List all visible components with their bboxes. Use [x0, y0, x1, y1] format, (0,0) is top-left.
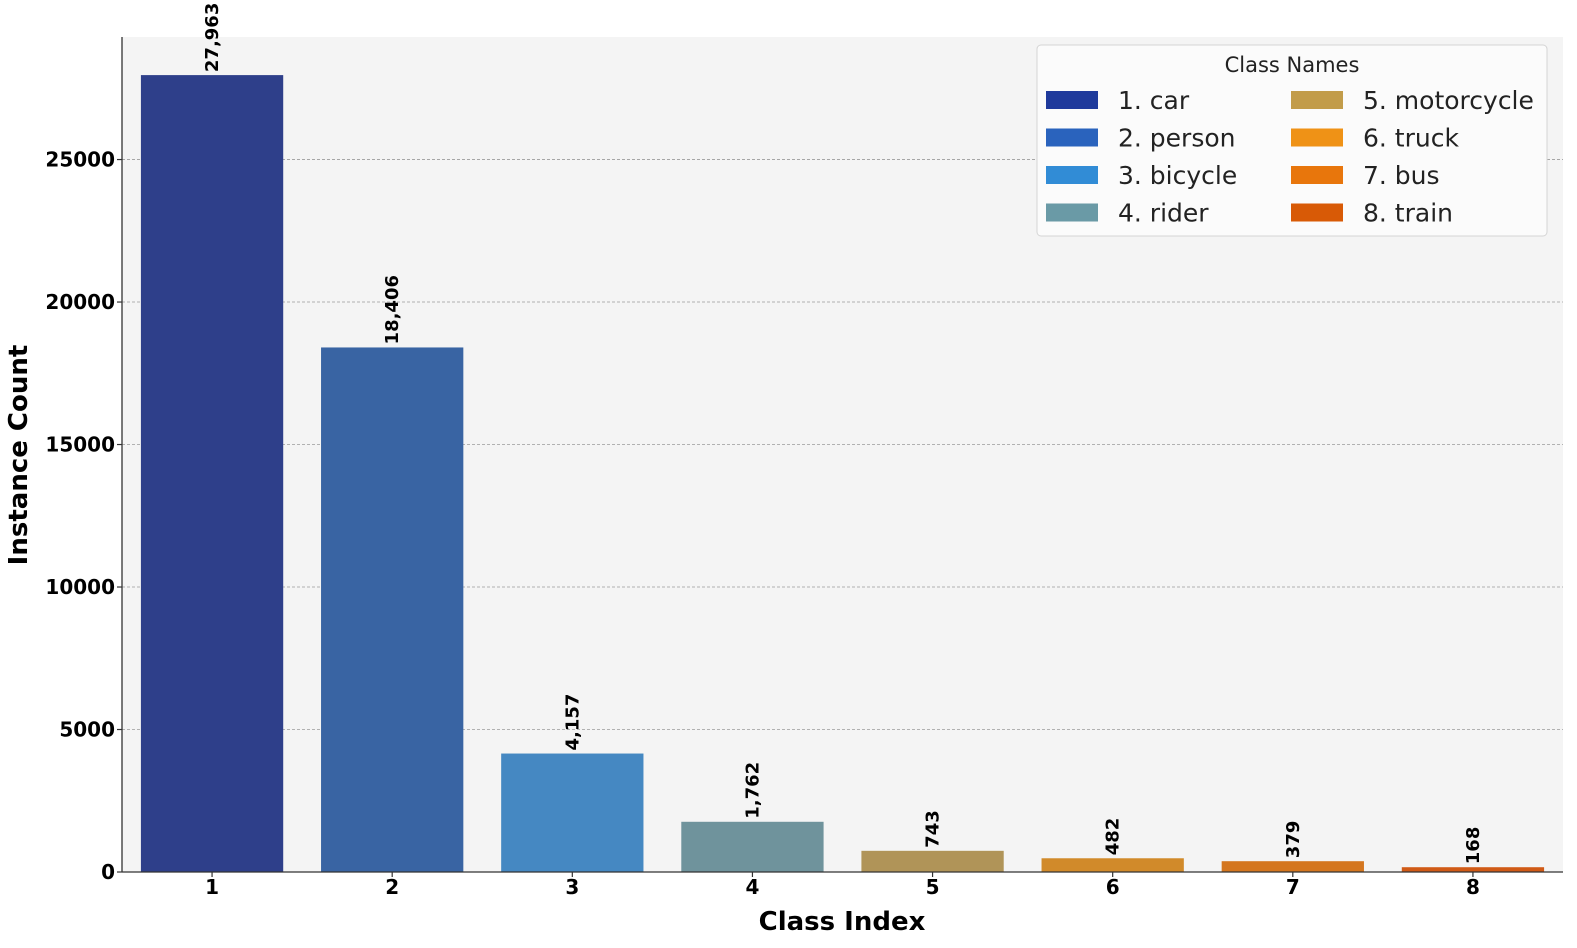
data-label-7: 379	[1283, 821, 1304, 859]
legend-swatch	[1291, 166, 1343, 184]
y-tick-label: 0	[101, 860, 115, 884]
x-tick-label-1: 1	[205, 875, 219, 899]
y-tick-label: 25000	[45, 148, 115, 172]
data-label-8: 168	[1463, 827, 1484, 865]
y-axis-title: Instance Count	[4, 345, 34, 566]
legend-swatch	[1046, 128, 1098, 147]
data-label-2: 18,406	[382, 275, 403, 344]
data-label-1: 27,963	[202, 3, 223, 72]
legend-entry-label: 2. person	[1118, 124, 1236, 153]
data-labels-group: 27,963 18,406 4,157 1,762 743 482 379 168	[202, 3, 1484, 865]
y-tick-label: 10000	[45, 575, 115, 599]
bar-6	[1041, 858, 1184, 872]
legend-entry-label: 3. bicycle	[1118, 161, 1237, 190]
data-label-3: 4,157	[562, 694, 583, 751]
legend-entry-label: 4. rider	[1118, 199, 1209, 228]
legend-swatch	[1291, 203, 1343, 222]
data-label-6: 482	[1103, 818, 1124, 856]
legend-entry-label: 1. car	[1118, 86, 1190, 115]
y-tick-labels: 0 5000 10000 15000 20000 25000	[45, 148, 122, 884]
x-tick-label-4: 4	[745, 875, 759, 899]
x-tick-label-8: 8	[1466, 875, 1480, 899]
legend-entry-label: 5. motorcycle	[1363, 86, 1534, 115]
legend-swatch	[1046, 203, 1098, 222]
legend-title: Class Names	[1225, 53, 1360, 77]
bar-1	[140, 75, 284, 872]
legend-entry-label: 7. bus	[1363, 161, 1440, 190]
bars-group	[140, 75, 1545, 872]
bar-3	[501, 753, 644, 872]
y-tick-label: 20000	[45, 290, 115, 314]
data-label-4: 1,762	[742, 762, 763, 819]
y-tick-label: 5000	[59, 718, 115, 742]
bar-8	[1401, 867, 1545, 872]
x-tick-labels: 1 2 3 4 5 6 7 8	[205, 872, 1480, 899]
bar-5	[861, 850, 1004, 872]
bar-2	[321, 347, 464, 872]
bar-7	[1221, 861, 1364, 872]
legend-swatch	[1046, 91, 1098, 109]
legend: Class Names 1. car 2. person 3. bicycle 4. …	[1036, 44, 1548, 237]
bar-4	[681, 821, 824, 872]
legend-entry-label: 6. truck	[1363, 124, 1459, 153]
x-tick-label-7: 7	[1286, 875, 1300, 899]
x-axis-title: Class Index	[759, 907, 926, 937]
x-tick-label-2: 2	[385, 875, 399, 899]
x-tick-label-6: 6	[1106, 875, 1120, 899]
x-tick-label-3: 3	[565, 875, 579, 899]
y-tick-label: 15000	[45, 433, 115, 457]
legend-entry-label: 8. train	[1363, 199, 1453, 228]
data-label-5: 743	[923, 810, 944, 848]
x-tick-label-5: 5	[926, 875, 940, 899]
legend-swatch	[1291, 128, 1343, 147]
legend-swatch	[1046, 166, 1098, 184]
legend-swatch	[1291, 91, 1343, 109]
